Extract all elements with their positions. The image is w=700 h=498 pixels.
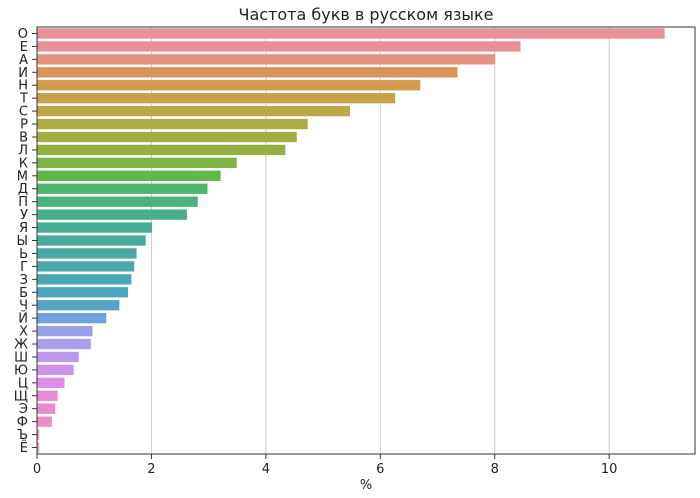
y-tick-label: Л [18,143,28,158]
bar [37,442,40,453]
bar [37,157,237,169]
bar [37,416,52,427]
y-tick-label: Ф [17,415,28,430]
y-tick-label: Ц [18,376,28,391]
y-tick-label: И [18,66,28,81]
y-tick-label: Ж [14,338,28,353]
bar [37,170,221,181]
y-tick-label: Е [20,40,28,55]
y-tick-label: Ч [19,299,28,314]
bar [37,312,107,324]
y-tick-label: В [19,130,28,145]
y-tick-label: Э [19,402,28,417]
y-tick-label: Г [20,260,28,275]
y-tick-label: П [18,195,28,210]
y-tick-label: Т [19,92,28,107]
bar [37,54,496,65]
y-tick-label: Б [19,286,28,301]
bar [37,105,350,117]
y-tick-label: Я [19,221,28,236]
y-tick-label: У [20,208,28,223]
bar [37,274,132,285]
bar [37,131,297,143]
bar [37,183,208,194]
y-tick-label: Ъ [17,428,28,443]
x-tick-label: 2 [147,462,155,477]
bar [37,429,40,440]
bar [37,235,146,246]
bar [37,67,458,78]
x-tick-label: 4 [262,462,270,477]
x-tick-label: 8 [491,462,499,477]
y-tick-label: Ы [17,234,28,249]
x-tick-label: 6 [376,462,384,477]
bar [37,92,396,104]
y-tick-label: М [17,169,28,184]
bar [37,338,91,350]
y-tick-label: Ш [14,350,28,365]
y-tick-label: Ю [14,363,28,378]
bar [37,80,421,91]
bar [37,41,521,52]
bar [37,261,135,272]
y-tick-label: О [18,27,28,42]
x-tick-label: 10 [601,462,618,477]
bar [37,351,79,363]
x-axis-label: % [360,478,372,493]
x-tick-label: 0 [33,462,41,477]
bar [37,28,665,39]
y-tick-label: Д [18,182,28,197]
x-axis-ticks: 0 2 4 6 8 10 [33,454,618,477]
y-tick-label: Ё [20,440,28,456]
bars [37,28,665,453]
y-tick-label: Н [18,79,28,94]
bar [37,287,128,298]
bar [37,196,198,207]
bar [37,222,153,233]
bar [37,364,74,376]
bar [37,300,120,311]
bar [37,209,187,220]
y-tick-label: Х [19,325,28,340]
bar [37,325,93,337]
y-tick-label: Щ [14,389,28,404]
y-tick-label: З [20,273,28,288]
bar [37,118,308,130]
bar [37,377,65,389]
bar [37,390,58,401]
y-tick-label: Р [20,118,28,133]
bar [37,248,137,259]
y-tick-label: С [19,105,28,120]
y-tick-label: А [19,53,28,68]
y-tick-label: Ь [19,247,28,262]
bar [37,144,286,156]
y-tick-label: Й [18,311,28,327]
y-tick-label: К [19,156,28,171]
bar [37,403,56,414]
chart-title: Частота букв в русском языке [238,5,493,24]
